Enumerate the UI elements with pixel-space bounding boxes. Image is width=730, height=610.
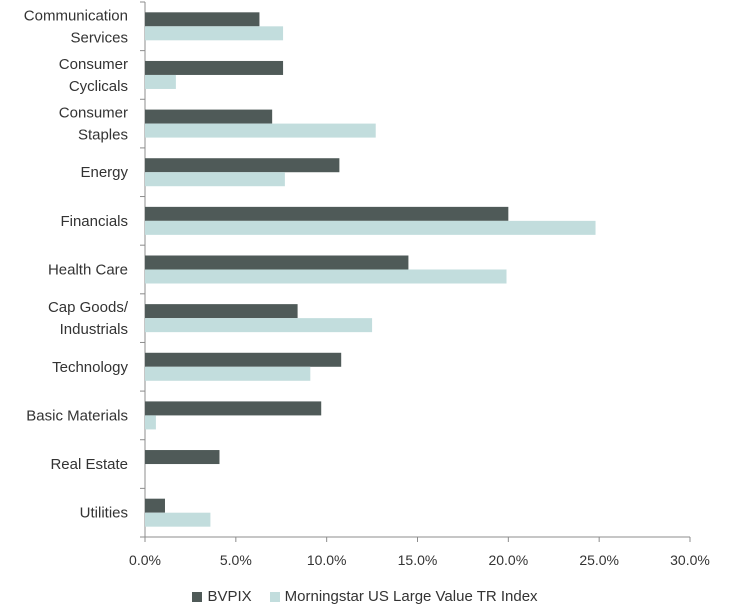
x-tick-label: 20.0%	[488, 552, 528, 568]
category-label-line: Energy	[80, 164, 128, 181]
x-tick-label: 5.0%	[220, 552, 252, 568]
bar-bvpix	[145, 12, 260, 27]
x-tick-label: 15.0%	[398, 552, 438, 568]
category-label: Utilities	[80, 505, 128, 522]
bar-index	[145, 269, 507, 284]
bar-bvpix	[145, 304, 298, 319]
bar-index	[145, 220, 596, 235]
legend-swatch-series-1	[192, 591, 203, 602]
bar-bvpix	[145, 60, 284, 75]
bar-bvpix	[145, 352, 342, 367]
x-tick-label: 10.0%	[307, 552, 347, 568]
bar-bvpix	[145, 109, 273, 124]
legend-label-series-2: Morningstar US Large Value TR Index	[284, 588, 538, 605]
category-label-line: Basic Materials	[26, 407, 128, 424]
category-label-line: Real Estate	[50, 456, 128, 473]
category-label-line: Consumer	[59, 105, 128, 122]
bar-index	[145, 318, 373, 333]
bar-index	[145, 26, 284, 41]
category-label: Health Care	[48, 262, 128, 279]
category-label: Communication Services	[24, 7, 128, 46]
category-label-line: Health Care	[48, 262, 128, 279]
bar-index	[145, 415, 156, 430]
labels: 0.0% 5.0% 10.0% 15.0% 20.0% 25.0% 30.0% Communi…	[24, 7, 710, 568]
legend-label-series-1: BVPIX	[207, 588, 252, 605]
sector-weights-bar-chart: 0.0% 5.0% 10.0% 15.0% 20.0% 25.0% 30.0% Communi…	[24, 1, 710, 568]
bar-index	[145, 123, 376, 138]
category-label-line: Consumer	[59, 56, 128, 73]
category-label-line: Services	[70, 29, 128, 46]
legend-item-series-2: Morningstar US Large Value TR Index	[269, 588, 538, 605]
category-label: Technology	[52, 359, 128, 376]
category-label-line: Utilities	[80, 505, 128, 522]
x-tick-label: 25.0%	[579, 552, 619, 568]
bar-index	[145, 74, 176, 89]
x-tick-label: 30.0%	[670, 552, 710, 568]
category-label-line: Industrials	[60, 321, 128, 338]
category-label-line: Technology	[52, 359, 128, 376]
bar-bvpix	[145, 158, 340, 173]
category-label: Consumer Cyclicals	[59, 56, 128, 95]
category-label: Financials	[60, 213, 128, 230]
category-label: Basic Materials	[26, 407, 128, 424]
legend-item-series-1: BVPIX	[192, 588, 252, 605]
bar-bvpix	[145, 206, 509, 221]
category-label-line: Financials	[60, 213, 128, 230]
category-label-line: Staples	[78, 127, 128, 144]
bar-index	[145, 366, 311, 381]
legend-swatch-series-2	[269, 591, 280, 602]
bar-bvpix	[145, 498, 165, 513]
x-tick-label: 0.0%	[129, 552, 161, 568]
category-label-line: Communication	[24, 7, 128, 24]
bars	[145, 12, 596, 527]
legend: BVPIX Morningstar US Large Value TR Inde…	[0, 588, 730, 605]
bar-bvpix	[145, 401, 322, 416]
category-label: Real Estate	[50, 456, 128, 473]
category-label: Consumer Staples	[59, 105, 128, 144]
category-label-line: Cyclicals	[69, 78, 128, 95]
category-label-line: Cap Goods/	[48, 299, 129, 316]
bar-bvpix	[145, 255, 409, 270]
bar-index	[145, 172, 285, 187]
bar-index	[145, 512, 211, 527]
category-label: Energy	[80, 164, 128, 181]
category-label: Cap Goods/Industrials	[48, 299, 129, 338]
bar-bvpix	[145, 450, 220, 465]
